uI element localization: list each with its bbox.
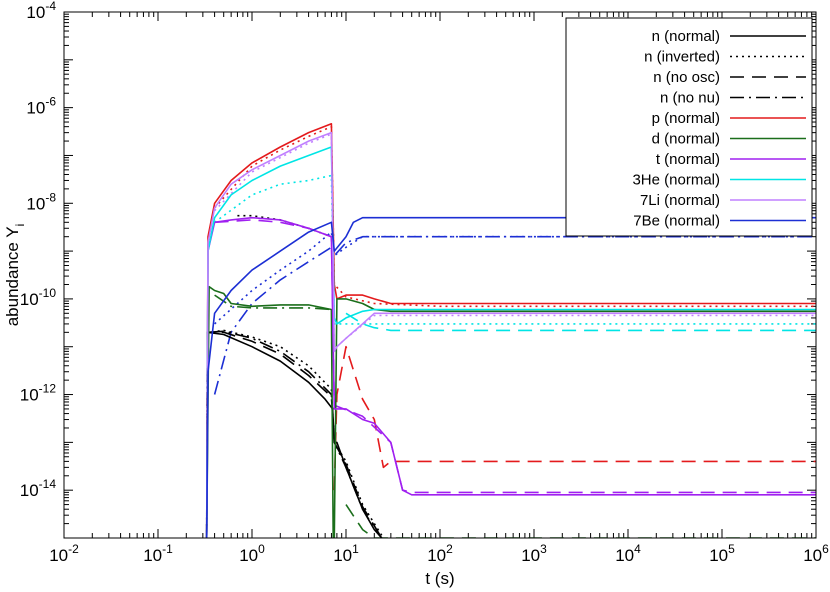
series-line [205, 331, 383, 538]
x-tick-label: 105 [709, 542, 735, 565]
y-axis-title-main: abundance Y [3, 226, 22, 326]
legend-label: 7Li (normal) [640, 192, 720, 209]
y-tick-label: 10-10 [20, 286, 57, 309]
y-tick-label: 10-4 [26, 0, 56, 22]
legend-label: p (normal) [652, 110, 720, 127]
x-tick-label: 104 [615, 542, 641, 565]
y-tick-label: 10-8 [26, 190, 56, 213]
series-lines [205, 123, 816, 538]
legend-label: 3He (normal) [632, 172, 720, 189]
legend-label: n (no nu) [660, 90, 720, 107]
series-line-variant [213, 235, 816, 395]
y-axis-title: abundance Yi [3, 224, 27, 327]
series-line [205, 330, 383, 538]
legend-label: n (normal) [652, 28, 720, 45]
y-tick-label: 10-6 [26, 95, 56, 118]
series-line-variant [214, 133, 816, 350]
x-tick-label: 103 [521, 542, 547, 565]
x-axis-title: t (s) [425, 569, 454, 588]
x-tick-label: 10-2 [49, 542, 79, 565]
x-tick-label: 101 [333, 542, 359, 565]
y-axis-title-sub: i [13, 224, 27, 227]
series-line-variant [345, 504, 816, 538]
legend-label: d (normal) [652, 131, 720, 148]
series-line-variant [333, 345, 816, 491]
series-line-variant [214, 219, 816, 494]
y-tick-label: 10-14 [20, 477, 57, 500]
plot-frame [63, 11, 817, 539]
series-line [205, 131, 816, 538]
series-line [205, 329, 385, 538]
legend-label: n (inverted) [644, 49, 720, 66]
series-line-variant [237, 214, 332, 238]
y-tick-labels: 10-4 10-6 10-8 10-10 10-12 10-14 [20, 0, 57, 500]
x-tick-label: 106 [803, 542, 829, 565]
x-tick-label: 100 [239, 542, 265, 565]
legend-label: t (normal) [656, 151, 720, 168]
series-line [205, 216, 816, 538]
series-line [205, 216, 816, 538]
series-line-variant [345, 312, 816, 332]
x-tick-label: 102 [427, 542, 453, 565]
series-line [205, 331, 383, 538]
legend-label: 7Be (normal) [633, 213, 720, 230]
legend: n (normal) n (inverted) n (no osc) n (no nu… [565, 17, 813, 237]
x-tick-label: 10-1 [143, 542, 173, 565]
legend-label: n (no osc) [653, 69, 720, 86]
series-line-variant [214, 231, 816, 325]
series-line-variant [214, 294, 332, 311]
x-tick-labels: 10-2 10-1 100 101 102 103 104 105 106 [49, 542, 829, 565]
y-tick-label: 10-12 [20, 382, 57, 405]
